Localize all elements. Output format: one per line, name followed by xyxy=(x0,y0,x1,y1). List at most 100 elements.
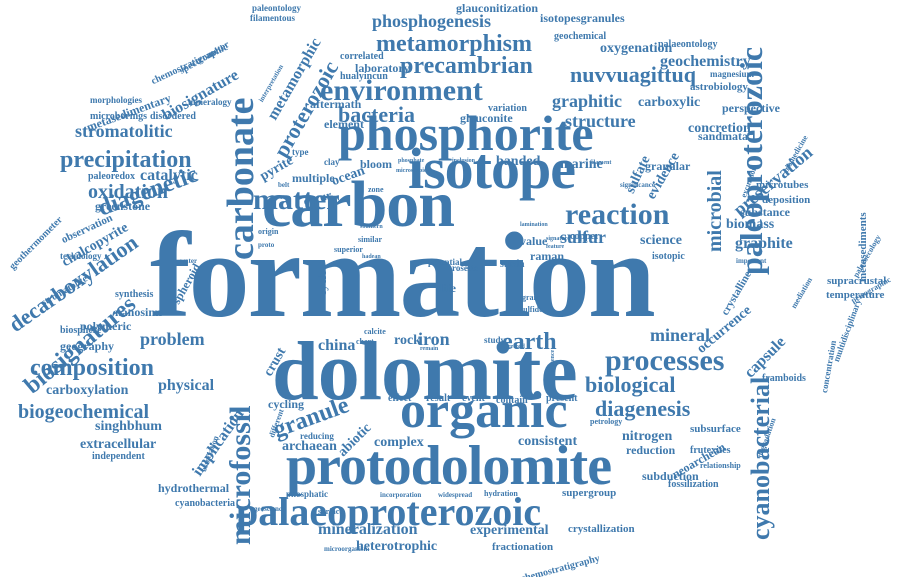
word-disordered: disordered xyxy=(150,111,196,122)
word-nitrogen: nitrogen xyxy=(622,429,673,444)
word-feature: lamination xyxy=(520,222,548,228)
word-cycling: cycling xyxy=(268,397,304,411)
word-substance: substance xyxy=(740,205,791,219)
word-stromatolitic: stromatolitic xyxy=(75,121,173,141)
word-record: remain xyxy=(420,346,439,352)
word-sulfide: southern xyxy=(360,224,383,230)
word-pattern: clay xyxy=(324,157,340,167)
word-heterotrophic: heterotrophic xyxy=(356,539,438,554)
word-oxygenation: oxygenation xyxy=(600,41,673,56)
word-graphitic: graphitic xyxy=(552,91,622,111)
word-reducing: reducing xyxy=(300,431,334,441)
word-relationship: relationship xyxy=(700,461,741,470)
word-magnesium: magnesium xyxy=(710,69,755,79)
word-phosphatic: phosphatic xyxy=(286,489,329,499)
word-origin: chert xyxy=(356,337,374,346)
word-multiple: multiple xyxy=(292,171,335,185)
word-zone: calcite xyxy=(364,327,386,336)
word-problem: problem xyxy=(140,329,205,349)
word-cyanobacterial: cyanobacterial xyxy=(746,376,775,540)
word-southern: filament xyxy=(590,160,612,166)
word-independent: independent xyxy=(92,451,145,462)
word-water: grain xyxy=(522,293,541,302)
word-sulfur: sulfur xyxy=(560,227,607,247)
word-science: science xyxy=(640,233,682,248)
word-sandmata: sandmata xyxy=(698,129,749,143)
word-phosphogenesis: phosphogenesis xyxy=(372,11,492,31)
word-marine: marine xyxy=(560,157,603,172)
word-hydrothermal: hydrothermal xyxy=(158,481,230,495)
word-bloom: bloom xyxy=(360,157,393,171)
word-belt: rosette xyxy=(452,263,478,273)
word-negative: zone xyxy=(368,185,384,194)
word-type: potential xyxy=(428,257,463,267)
word-microorganism: microorganism xyxy=(324,545,370,553)
word-geoscience: geoscience xyxy=(254,505,286,513)
word-condition: element xyxy=(324,117,364,131)
word-sr86sr: origin xyxy=(258,227,279,236)
word-geothermometer: geothermometer xyxy=(7,214,65,273)
word-framboids: framboids xyxy=(762,373,806,384)
word-mineral: mineral xyxy=(650,325,710,345)
word-supracrustal: supracrustal xyxy=(827,275,887,287)
word-result: result xyxy=(426,393,451,404)
word-correlated: correlated xyxy=(340,51,384,62)
word-physical: physical xyxy=(158,377,215,394)
word-singhbhum: singhbhum xyxy=(95,419,162,434)
word-carbon: carbon xyxy=(262,168,455,241)
word-clay: surda xyxy=(500,259,525,270)
word-polymeric: polymeric xyxy=(80,319,132,333)
word-carbonate: carbonate xyxy=(220,97,262,260)
word-biomass: biomass xyxy=(726,217,775,232)
word-microbial: microbial xyxy=(704,170,726,252)
word-chert: superior xyxy=(334,245,363,254)
word-chemostratigraphy: chemostratigraphy xyxy=(519,553,601,577)
word-nanosims: nanosims xyxy=(115,305,164,319)
word-fossilization: fossilization xyxy=(668,479,719,490)
word-effect: effect xyxy=(388,393,412,404)
word-structure: structure xyxy=(565,111,636,131)
word-geology: proto xyxy=(258,241,275,249)
word-calcite: feature xyxy=(546,244,565,250)
word-palaeontology: palaeontology xyxy=(658,39,718,50)
word-element: water xyxy=(180,257,198,265)
word-processes: processes xyxy=(605,344,725,377)
word-geochemical: geochemical xyxy=(554,31,607,42)
word-incorporation: incorporation xyxy=(380,491,422,499)
word-petrology: petrology xyxy=(590,417,623,426)
word-surda: sulfide xyxy=(520,305,543,314)
word-laboratory: laboratory xyxy=(355,61,410,75)
word-crystallization: crystallization xyxy=(568,523,635,535)
word-organic: organic xyxy=(400,382,568,439)
word-carboxylation: carboxylation xyxy=(46,383,129,398)
word-fractionation: fractionation xyxy=(492,541,554,553)
word-proto: study xyxy=(484,335,506,345)
word-experimental: experimental xyxy=(470,523,549,538)
word-contain: contain xyxy=(496,395,528,406)
word-biogeochemical: biogeochemical xyxy=(18,401,150,423)
word-mineralogy: mineralogy xyxy=(188,97,232,107)
word-nuvvuagittuq: nuvvuagittuq xyxy=(570,62,696,87)
word-variation: variation xyxy=(488,103,527,114)
word-greenstone: greenstone xyxy=(95,199,151,213)
word-rosette: signature xyxy=(546,236,570,242)
word-archaean: archaean xyxy=(282,439,337,454)
word-iron: iron xyxy=(418,329,450,349)
word-biosphere: biosphere xyxy=(60,325,102,336)
word-present: present xyxy=(546,393,578,404)
word-geochemistry: geochemistry xyxy=(660,53,751,70)
word-paleoredox: paleoredox xyxy=(88,171,136,182)
word-formation: formation xyxy=(150,208,656,343)
word-grain: hadean xyxy=(362,254,381,260)
word-synthesis: synthesis xyxy=(115,289,154,300)
word-hydration: hydration xyxy=(484,489,518,498)
word-important: important xyxy=(736,257,767,265)
word-aftermath: aftermath xyxy=(310,97,362,111)
word-concretion: concretion xyxy=(688,121,751,136)
word-value: value xyxy=(520,234,548,248)
word-technology: technology xyxy=(60,251,102,261)
word-environment: environment xyxy=(320,74,483,107)
word-graphite: graphite xyxy=(735,235,793,252)
word-banded: banded xyxy=(496,154,541,169)
word-precipitation: precipitation xyxy=(60,147,192,173)
